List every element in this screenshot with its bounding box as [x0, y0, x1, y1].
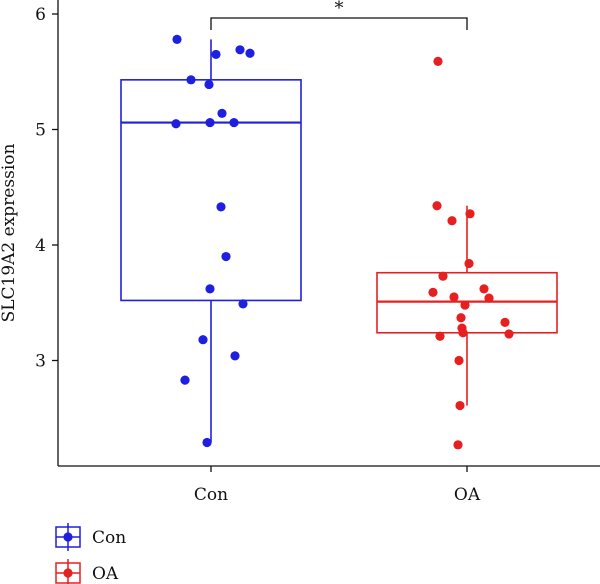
- axes: SLC19A2 expression 3 4 5 6 Con OA: [0, 0, 600, 505]
- data-point-con: [229, 117, 239, 128]
- data-point-oa: [457, 323, 467, 333]
- y-tick-label: 5: [35, 121, 46, 141]
- legend-label-oa: OA: [92, 564, 119, 584]
- legend: Con OA: [55, 523, 126, 584]
- x-tick-label-oa: OA: [454, 485, 481, 505]
- data-point-con: [171, 119, 181, 129]
- data-point-oa: [438, 271, 448, 281]
- data-point-oa: [447, 216, 457, 226]
- data-point-con: [198, 335, 208, 345]
- data-point-oa: [428, 287, 438, 297]
- y-axis-title: SLC19A2 expression: [0, 144, 19, 323]
- data-point-con: [230, 351, 240, 361]
- plot-area: *: [120, 0, 558, 450]
- data-point-con: [205, 284, 215, 294]
- y-tick-label: 6: [35, 5, 46, 25]
- data-point-con: [221, 251, 231, 262]
- data-point-con: [216, 202, 226, 212]
- data-point-con: [238, 299, 248, 309]
- data-point-oa: [479, 284, 489, 294]
- data-point-con: [217, 108, 227, 118]
- data-point-oa: [504, 329, 514, 339]
- data-point-oa: [453, 440, 463, 450]
- legend-item-oa: OA: [55, 559, 119, 584]
- legend-key-point: [63, 532, 73, 542]
- data-point-con: [172, 34, 182, 45]
- data-point-oa: [460, 300, 470, 310]
- x-tick-label-con: Con: [194, 485, 228, 505]
- data-point-oa: [454, 355, 464, 366]
- y-tick-label: 3: [35, 352, 46, 372]
- legend-key-point: [63, 568, 73, 578]
- legend-item-con: Con: [55, 523, 126, 551]
- data-point-oa: [455, 400, 465, 411]
- data-point-oa: [484, 293, 494, 303]
- data-point-con: [180, 375, 190, 385]
- data-point-oa: [500, 317, 510, 327]
- data-point-con: [245, 48, 255, 58]
- data-point-con: [211, 49, 221, 60]
- significance-bracket: [210, 17, 468, 30]
- legend-label-con: Con: [92, 528, 126, 548]
- data-point-con: [235, 45, 245, 55]
- box-con: [120, 79, 302, 302]
- data-point-con: [205, 117, 215, 128]
- data-point-oa: [432, 201, 442, 211]
- y-tick-label: 4: [35, 236, 46, 256]
- data-point-oa: [435, 331, 445, 341]
- data-point-oa: [433, 56, 443, 66]
- data-point-oa: [456, 313, 466, 323]
- data-point-oa: [449, 292, 459, 302]
- data-point-oa: [465, 209, 475, 219]
- significance-label: *: [335, 0, 344, 19]
- data-point-oa: [464, 258, 474, 269]
- data-point-con: [204, 79, 214, 90]
- data-point-con: [186, 75, 196, 85]
- data-point-con: [202, 437, 212, 448]
